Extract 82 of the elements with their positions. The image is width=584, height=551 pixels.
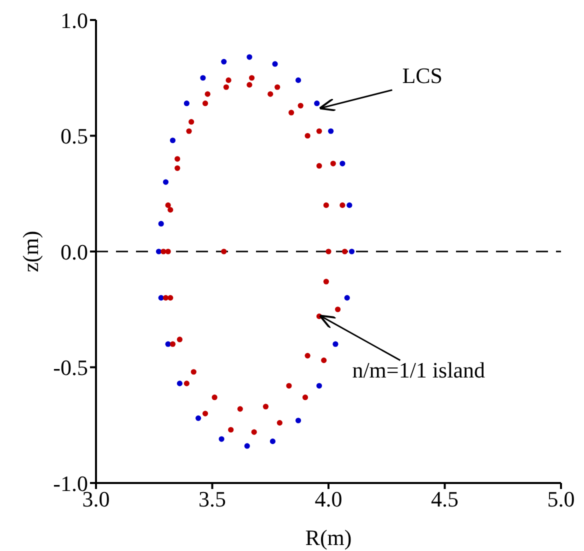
point — [246, 54, 252, 60]
point — [158, 295, 164, 301]
point — [221, 58, 227, 64]
point — [237, 406, 243, 412]
point — [276, 420, 282, 426]
point — [335, 306, 341, 312]
point — [162, 179, 169, 185]
point — [204, 91, 210, 97]
x-tick-label: 4.5 — [431, 486, 458, 512]
point — [246, 82, 252, 88]
point — [302, 394, 308, 400]
point — [162, 295, 169, 301]
point — [321, 358, 327, 364]
point — [184, 380, 190, 386]
point — [186, 128, 192, 134]
point — [196, 415, 202, 421]
point — [295, 418, 302, 424]
point — [274, 84, 280, 90]
point — [251, 429, 257, 435]
point — [323, 278, 329, 284]
point — [332, 341, 338, 347]
point — [170, 138, 176, 144]
point — [165, 341, 171, 347]
point — [176, 336, 182, 342]
point — [304, 352, 310, 358]
y-tick-label: 1.0 — [60, 8, 88, 33]
point — [202, 410, 208, 416]
point — [184, 100, 190, 106]
point — [342, 248, 348, 254]
point — [165, 248, 171, 254]
point — [212, 394, 218, 400]
annotation: LCS — [402, 63, 443, 88]
point — [228, 426, 234, 433]
point — [223, 84, 229, 90]
point — [348, 248, 355, 254]
point — [323, 202, 329, 208]
point — [298, 102, 304, 108]
point — [218, 436, 224, 442]
point — [190, 369, 196, 375]
point — [244, 443, 250, 449]
point — [168, 207, 174, 213]
point — [188, 119, 194, 125]
x-axis-title: R(m) — [305, 525, 352, 550]
point — [158, 220, 164, 227]
point — [328, 128, 334, 134]
point — [286, 382, 292, 389]
point — [272, 61, 278, 67]
point — [200, 75, 206, 81]
annotation: n/m=1/1 island — [352, 357, 485, 382]
point — [176, 380, 182, 386]
point — [316, 382, 322, 389]
point — [165, 202, 171, 208]
point — [314, 100, 320, 106]
point — [316, 163, 322, 169]
point — [270, 438, 276, 444]
point — [304, 132, 310, 139]
x-tick-label: 4.0 — [314, 486, 342, 512]
point — [226, 77, 232, 83]
point — [340, 160, 346, 166]
x-tick-label: 5.0 — [547, 486, 575, 512]
x-tick-label: 3.5 — [198, 486, 226, 512]
point — [326, 248, 332, 254]
point — [330, 160, 336, 166]
point — [340, 202, 346, 208]
point — [168, 295, 174, 301]
point — [221, 248, 227, 254]
point — [174, 165, 180, 171]
point — [248, 75, 255, 81]
point — [174, 156, 180, 162]
point — [346, 202, 352, 208]
point — [170, 341, 176, 347]
y-axis-title: z(m) — [18, 230, 43, 272]
point — [202, 100, 208, 106]
point — [316, 128, 322, 134]
y-tick-label: 0.0 — [60, 239, 88, 264]
point — [262, 404, 269, 410]
y-tick-label: -0.5 — [53, 355, 88, 380]
point — [288, 110, 294, 116]
point — [268, 91, 274, 97]
point — [295, 77, 302, 83]
point — [344, 295, 350, 301]
y-tick-label: 0.5 — [60, 124, 88, 149]
